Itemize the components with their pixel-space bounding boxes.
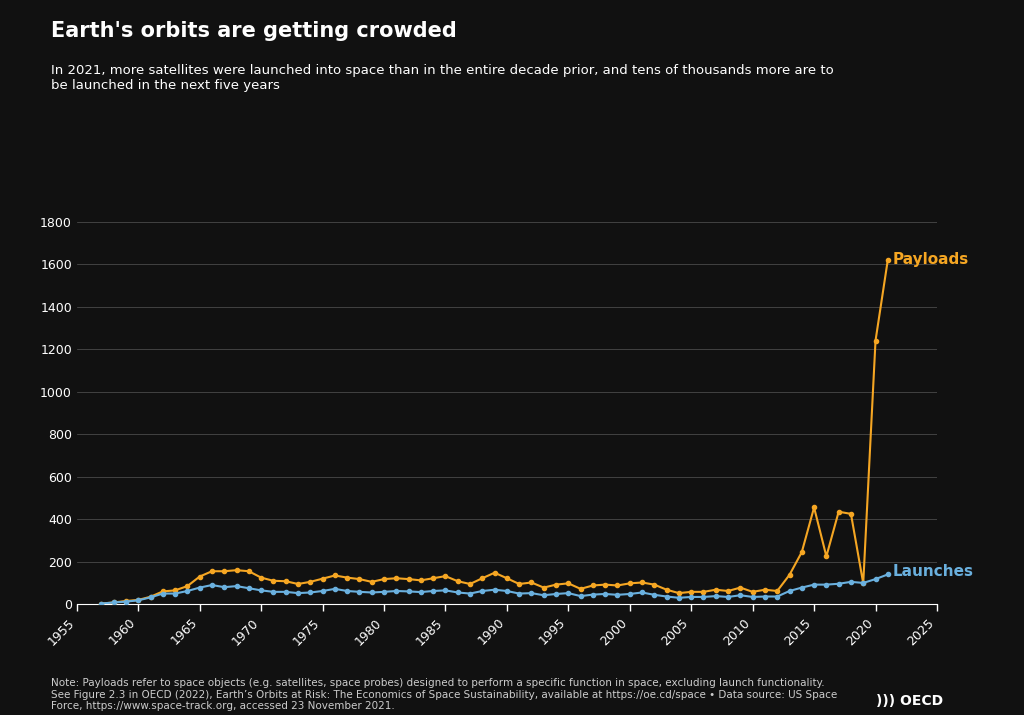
Text: In 2021, more satellites were launched into space than in the entire decade prio: In 2021, more satellites were launched i… (51, 64, 834, 92)
Text: ))) OECD: ))) OECD (876, 694, 943, 708)
Text: Earth's orbits are getting crowded: Earth's orbits are getting crowded (51, 21, 457, 41)
Text: Payloads: Payloads (893, 252, 969, 267)
Text: Note: Payloads refer to space objects (e.g. satellites, space probes) designed t: Note: Payloads refer to space objects (e… (51, 679, 838, 711)
Text: Launches: Launches (893, 563, 974, 578)
